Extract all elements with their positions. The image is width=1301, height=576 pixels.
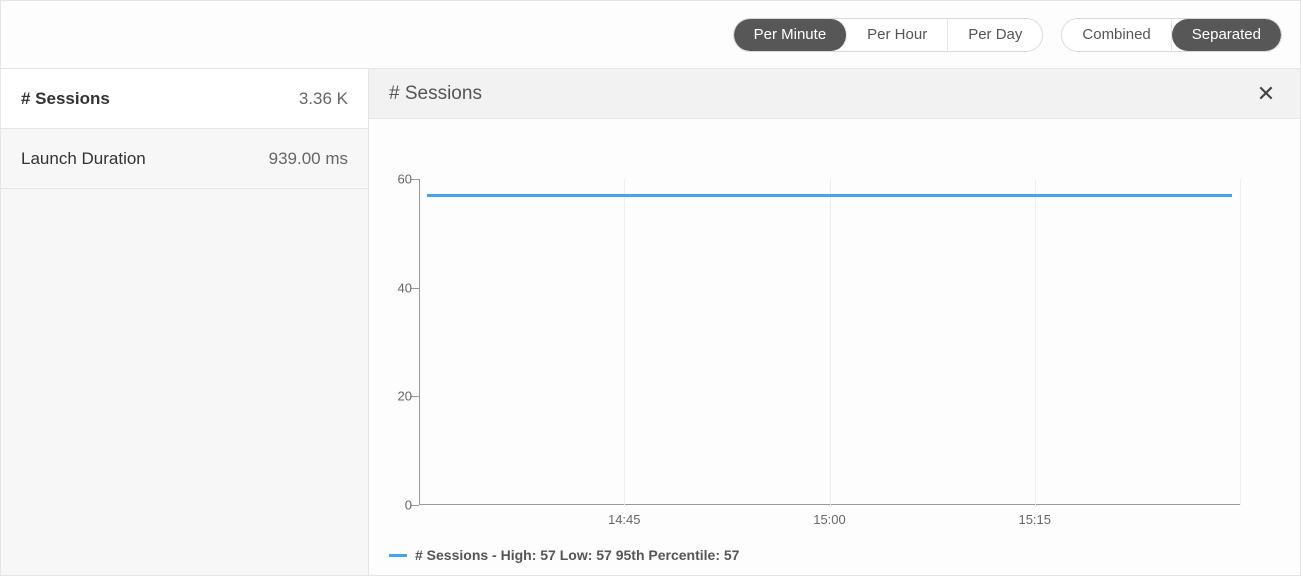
metric-launch-duration[interactable]: Launch Duration 939.00 ms [1,129,368,189]
chart-pane: # Sessions ✕ 020406014:4515:0015:15 # Se… [369,69,1300,575]
metric-sessions[interactable]: # Sessions 3.36 K [1,69,368,129]
per-hour-button[interactable]: Per Hour [847,19,948,51]
dashboard-panel: Per Minute Per Hour Per Day Combined Sep… [0,0,1301,576]
y-tick-label: 20 [384,389,412,404]
metrics-sidebar: # Sessions 3.36 K Launch Duration 939.00… [1,69,369,575]
y-tick [411,179,419,180]
chart-body: 020406014:4515:0015:15 # Sessions - High… [369,119,1300,575]
separated-button[interactable]: Separated [1172,19,1281,51]
panel-body: # Sessions 3.36 K Launch Duration 939.00… [1,69,1300,575]
y-axis [419,179,420,505]
metric-value: 939.00 ms [269,149,348,169]
legend-text: # Sessions - High: 57 Low: 57 95th Perce… [415,547,739,563]
combined-button[interactable]: Combined [1062,19,1171,51]
toolbar: Per Minute Per Hour Per Day Combined Sep… [1,1,1300,69]
grid-line [830,179,831,505]
grid-line [624,179,625,505]
y-tick [411,396,419,397]
per-minute-button[interactable]: Per Minute [734,19,848,51]
chart-legend: # Sessions - High: 57 Low: 57 95th Perce… [389,547,739,563]
grid-line [1240,179,1241,505]
close-icon: ✕ [1257,81,1275,106]
y-tick-label: 0 [384,498,412,513]
grid-line [1035,179,1036,505]
x-tick-label: 14:45 [608,512,641,527]
legend-swatch [389,554,407,557]
metric-label: Launch Duration [21,149,146,169]
chart-title: # Sessions [389,83,482,105]
metric-label: # Sessions [21,89,110,109]
close-chart-button[interactable]: ✕ [1252,80,1280,108]
chart-header: # Sessions ✕ [369,69,1300,119]
granularity-toggle: Per Minute Per Hour Per Day [733,18,1044,52]
y-tick [411,288,419,289]
per-day-button[interactable]: Per Day [948,19,1042,51]
chart-plot-area: 020406014:4515:0015:15 [419,179,1240,505]
x-tick-label: 15:15 [1018,512,1051,527]
series-line [427,194,1232,197]
view-mode-toggle: Combined Separated [1061,18,1282,52]
x-tick-label: 15:00 [813,512,846,527]
y-tick [411,505,419,506]
metric-value: 3.36 K [299,89,348,109]
y-tick-label: 60 [384,172,412,187]
y-tick-label: 40 [384,280,412,295]
